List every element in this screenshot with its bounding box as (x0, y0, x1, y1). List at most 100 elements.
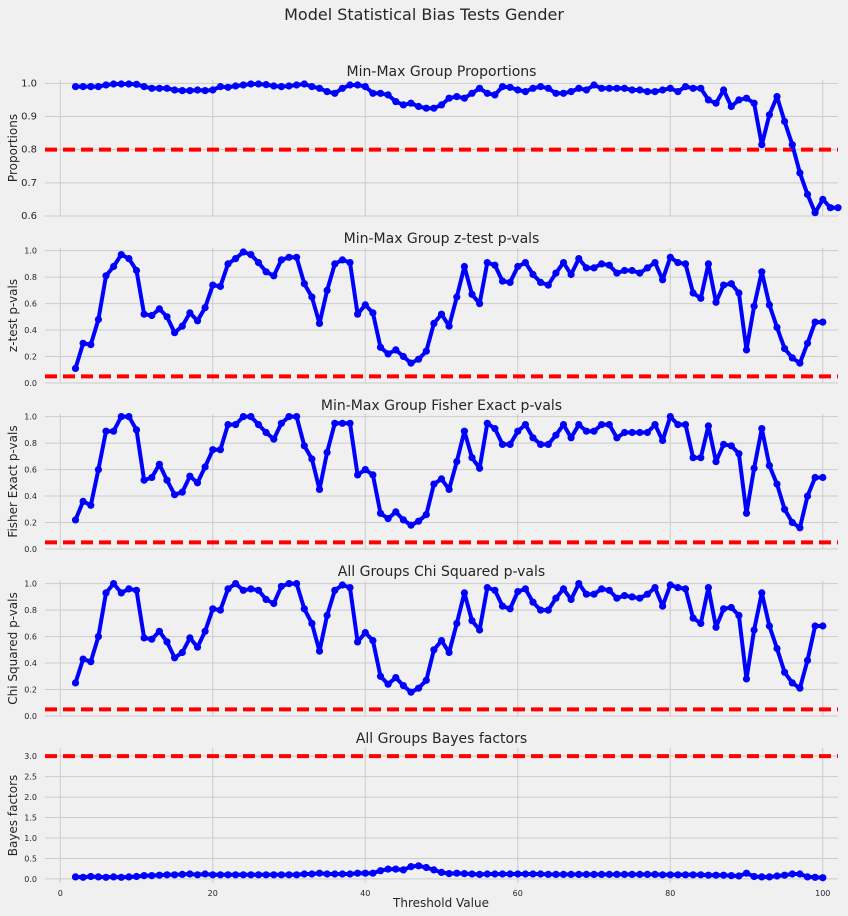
data-point (742, 675, 751, 683)
data-point (720, 281, 728, 289)
data-point (79, 873, 87, 881)
y-tick-label: 0.8 (21, 145, 37, 156)
data-point (178, 488, 186, 496)
data-point (575, 84, 583, 92)
data-point (354, 638, 362, 646)
data-point (666, 871, 674, 879)
data-point (346, 81, 354, 89)
data-point (308, 83, 316, 91)
subplot-title: Min-Max Group Fisher Exact p-vals (321, 398, 562, 414)
data-point (819, 874, 827, 882)
data-point (132, 426, 141, 434)
data-point (483, 259, 491, 267)
data-point (704, 96, 713, 104)
data-point (758, 268, 766, 276)
data-point (285, 871, 293, 879)
data-point (338, 581, 346, 589)
data-point (834, 204, 842, 212)
data-point (140, 634, 148, 642)
data-point (712, 458, 720, 466)
y-tick-label: 0.6 (24, 466, 37, 475)
data-point (331, 260, 339, 268)
data-point (468, 454, 476, 462)
data-point (201, 463, 209, 471)
data-point (575, 421, 583, 429)
data-point (384, 680, 392, 688)
data-point (224, 871, 232, 879)
data-point (735, 450, 743, 458)
y-tick-label: 2.5 (24, 773, 37, 782)
data-point (567, 88, 575, 96)
data-point (216, 606, 224, 614)
data-point (819, 318, 827, 326)
data-point (582, 870, 591, 879)
data-point (620, 84, 629, 92)
subplot-5: 0.0 0.5 1.0 1.5 2.0 2.5 3.0 0 20 40 60 80 100 All Gro… (6, 731, 838, 898)
data-point (125, 255, 133, 263)
data-point (232, 82, 240, 90)
data-point (636, 86, 644, 94)
data-point (262, 595, 270, 604)
data-point (254, 259, 263, 267)
data-point (681, 83, 690, 91)
data-point (521, 421, 530, 429)
data-point (826, 204, 835, 212)
data-point (559, 421, 568, 429)
data-point (689, 289, 697, 297)
y-tick-label: 2.0 (24, 793, 37, 802)
data-point (659, 276, 667, 284)
data-point (277, 871, 285, 879)
data-point (117, 80, 125, 88)
data-point (559, 89, 568, 97)
data-point (437, 101, 446, 109)
data-point (575, 870, 583, 879)
data-point (125, 585, 133, 593)
y-tick-label: 1.5 (24, 814, 37, 823)
data-point (437, 475, 446, 483)
data-point (720, 605, 728, 613)
data-point (453, 458, 461, 466)
data-point (666, 84, 674, 92)
data-point (140, 83, 148, 91)
data-point (773, 480, 781, 488)
data-point (491, 425, 499, 433)
data-point (201, 304, 209, 312)
data-point (506, 83, 514, 91)
y-tick-label: 0.0 (24, 712, 37, 721)
data-point (460, 589, 468, 597)
data-point (415, 684, 423, 692)
data-point (773, 93, 781, 101)
data-point (552, 431, 560, 439)
data-point (399, 101, 407, 109)
data-point (529, 598, 537, 606)
data-point (582, 264, 591, 272)
data-point (651, 870, 659, 879)
data-point (651, 584, 659, 592)
data-point (148, 872, 156, 880)
data-point (262, 428, 270, 437)
data-point (437, 868, 446, 877)
data-point (643, 428, 652, 437)
data-point (544, 281, 552, 289)
data-point (331, 586, 339, 594)
data-point (186, 870, 194, 878)
data-point (613, 269, 621, 277)
data-point (430, 866, 438, 874)
data-point (369, 309, 377, 317)
data-point (445, 94, 453, 102)
data-point (110, 580, 118, 588)
data-point (308, 870, 316, 878)
data-point (392, 865, 400, 873)
data-point (193, 871, 202, 879)
y-tick-label: 0.8 (24, 273, 37, 282)
data-point (636, 269, 644, 277)
data-point (239, 871, 247, 879)
data-point (544, 84, 552, 92)
data-point (254, 871, 263, 879)
data-point (163, 313, 171, 321)
data-point (819, 622, 827, 630)
data-point (232, 421, 240, 429)
data-point (323, 286, 331, 294)
data-point (468, 870, 476, 878)
data-point (544, 440, 552, 448)
